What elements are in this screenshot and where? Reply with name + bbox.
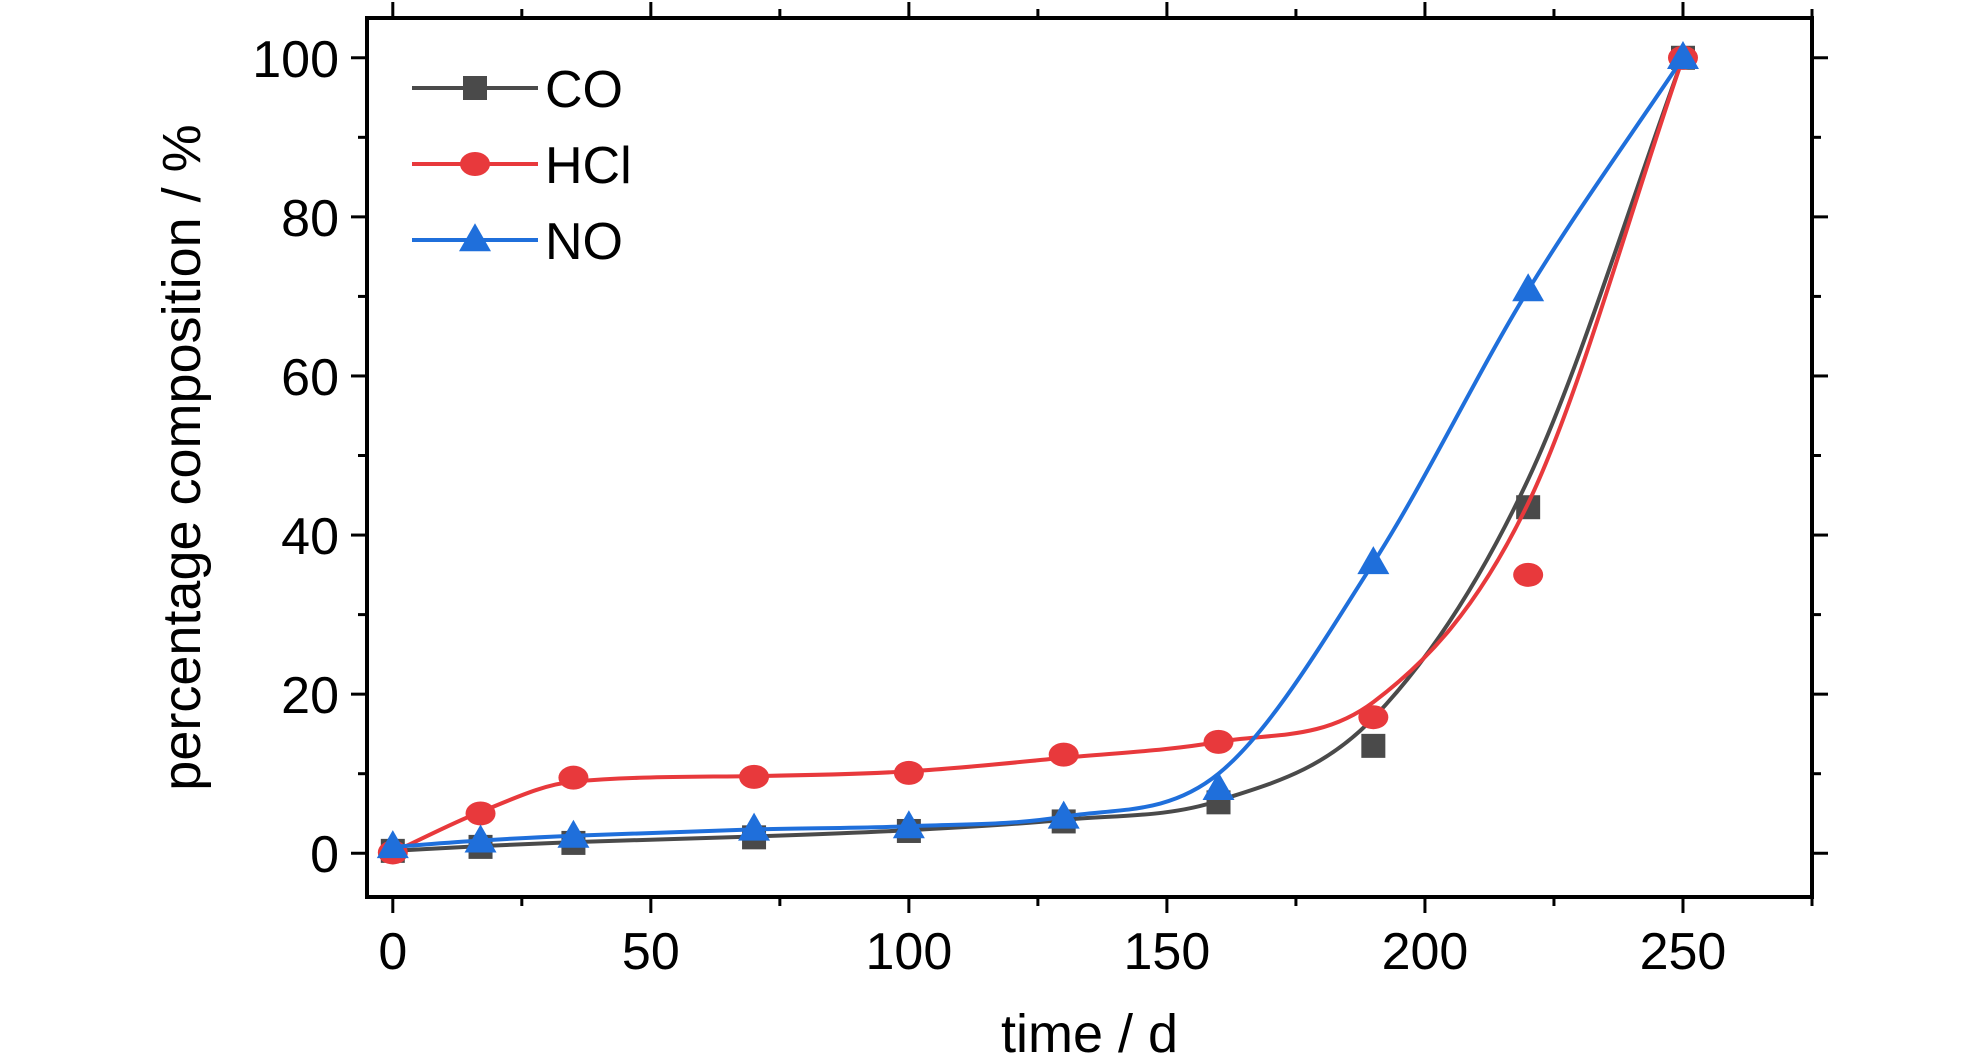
- x-tick-label: 100: [865, 923, 952, 981]
- legend-label: HCl: [545, 137, 632, 195]
- ticks-layer: [351, 2, 1828, 913]
- series-hcl-point: [465, 801, 496, 826]
- y-tick-label: 100: [252, 31, 339, 89]
- series-no-point: [892, 810, 925, 839]
- series-hcl-point: [558, 765, 589, 790]
- y-tick-label: 40: [281, 508, 339, 566]
- x-tick-label: 200: [1382, 923, 1469, 981]
- plot-frame-layer: [365, 16, 1814, 899]
- series-no-point: [464, 824, 497, 853]
- x-tick-label: 250: [1640, 923, 1727, 981]
- x-tick-label: 150: [1124, 923, 1211, 981]
- tick-labels-layer: 0 50 100 150 200 250 0 20 40 60 80 100: [252, 31, 1726, 981]
- series-no-point: [738, 812, 771, 841]
- series-hcl-point: [1358, 705, 1389, 730]
- series-co-point: [1361, 733, 1386, 758]
- y-tick-label: 60: [281, 349, 339, 407]
- legend-item-no: NO: [412, 213, 623, 271]
- legend: CO HCl NO: [412, 61, 632, 271]
- series-no-point: [557, 819, 590, 848]
- x-axis-title: time / d: [1001, 1004, 1178, 1063]
- legend-item-co: CO: [412, 61, 623, 119]
- y-tick-label: 20: [281, 667, 339, 725]
- series-hcl-point: [1048, 742, 1079, 767]
- legend-marker-triangle: [459, 223, 491, 252]
- series-no-point: [1202, 772, 1235, 801]
- series-layer: [376, 40, 1699, 865]
- series-no-point: [376, 830, 409, 859]
- series-no-point: [1666, 40, 1699, 69]
- series-no-point: [1047, 800, 1080, 829]
- legend-label: CO: [545, 61, 623, 119]
- y-tick-label: 0: [310, 826, 339, 884]
- x-tick-label: 0: [378, 923, 407, 981]
- series-hcl-point: [893, 760, 924, 785]
- x-tick-label: 50: [622, 923, 680, 981]
- series-hcl-point: [1203, 729, 1234, 754]
- series-hcl-point: [1513, 562, 1544, 587]
- legend-marker-circle: [460, 152, 490, 176]
- legend-item-hcl: HCl: [412, 137, 632, 195]
- y-tick-label: 80: [281, 190, 339, 248]
- series-no: [376, 40, 1699, 859]
- series-no-point: [1512, 273, 1545, 302]
- legend-marker-square: [463, 76, 487, 100]
- series-hcl-point: [739, 764, 770, 789]
- legend-label: NO: [545, 213, 623, 271]
- series-no-point: [1357, 546, 1390, 575]
- y-axis-title: percentage composition / %: [152, 124, 212, 790]
- plot-frame: [365, 16, 1814, 899]
